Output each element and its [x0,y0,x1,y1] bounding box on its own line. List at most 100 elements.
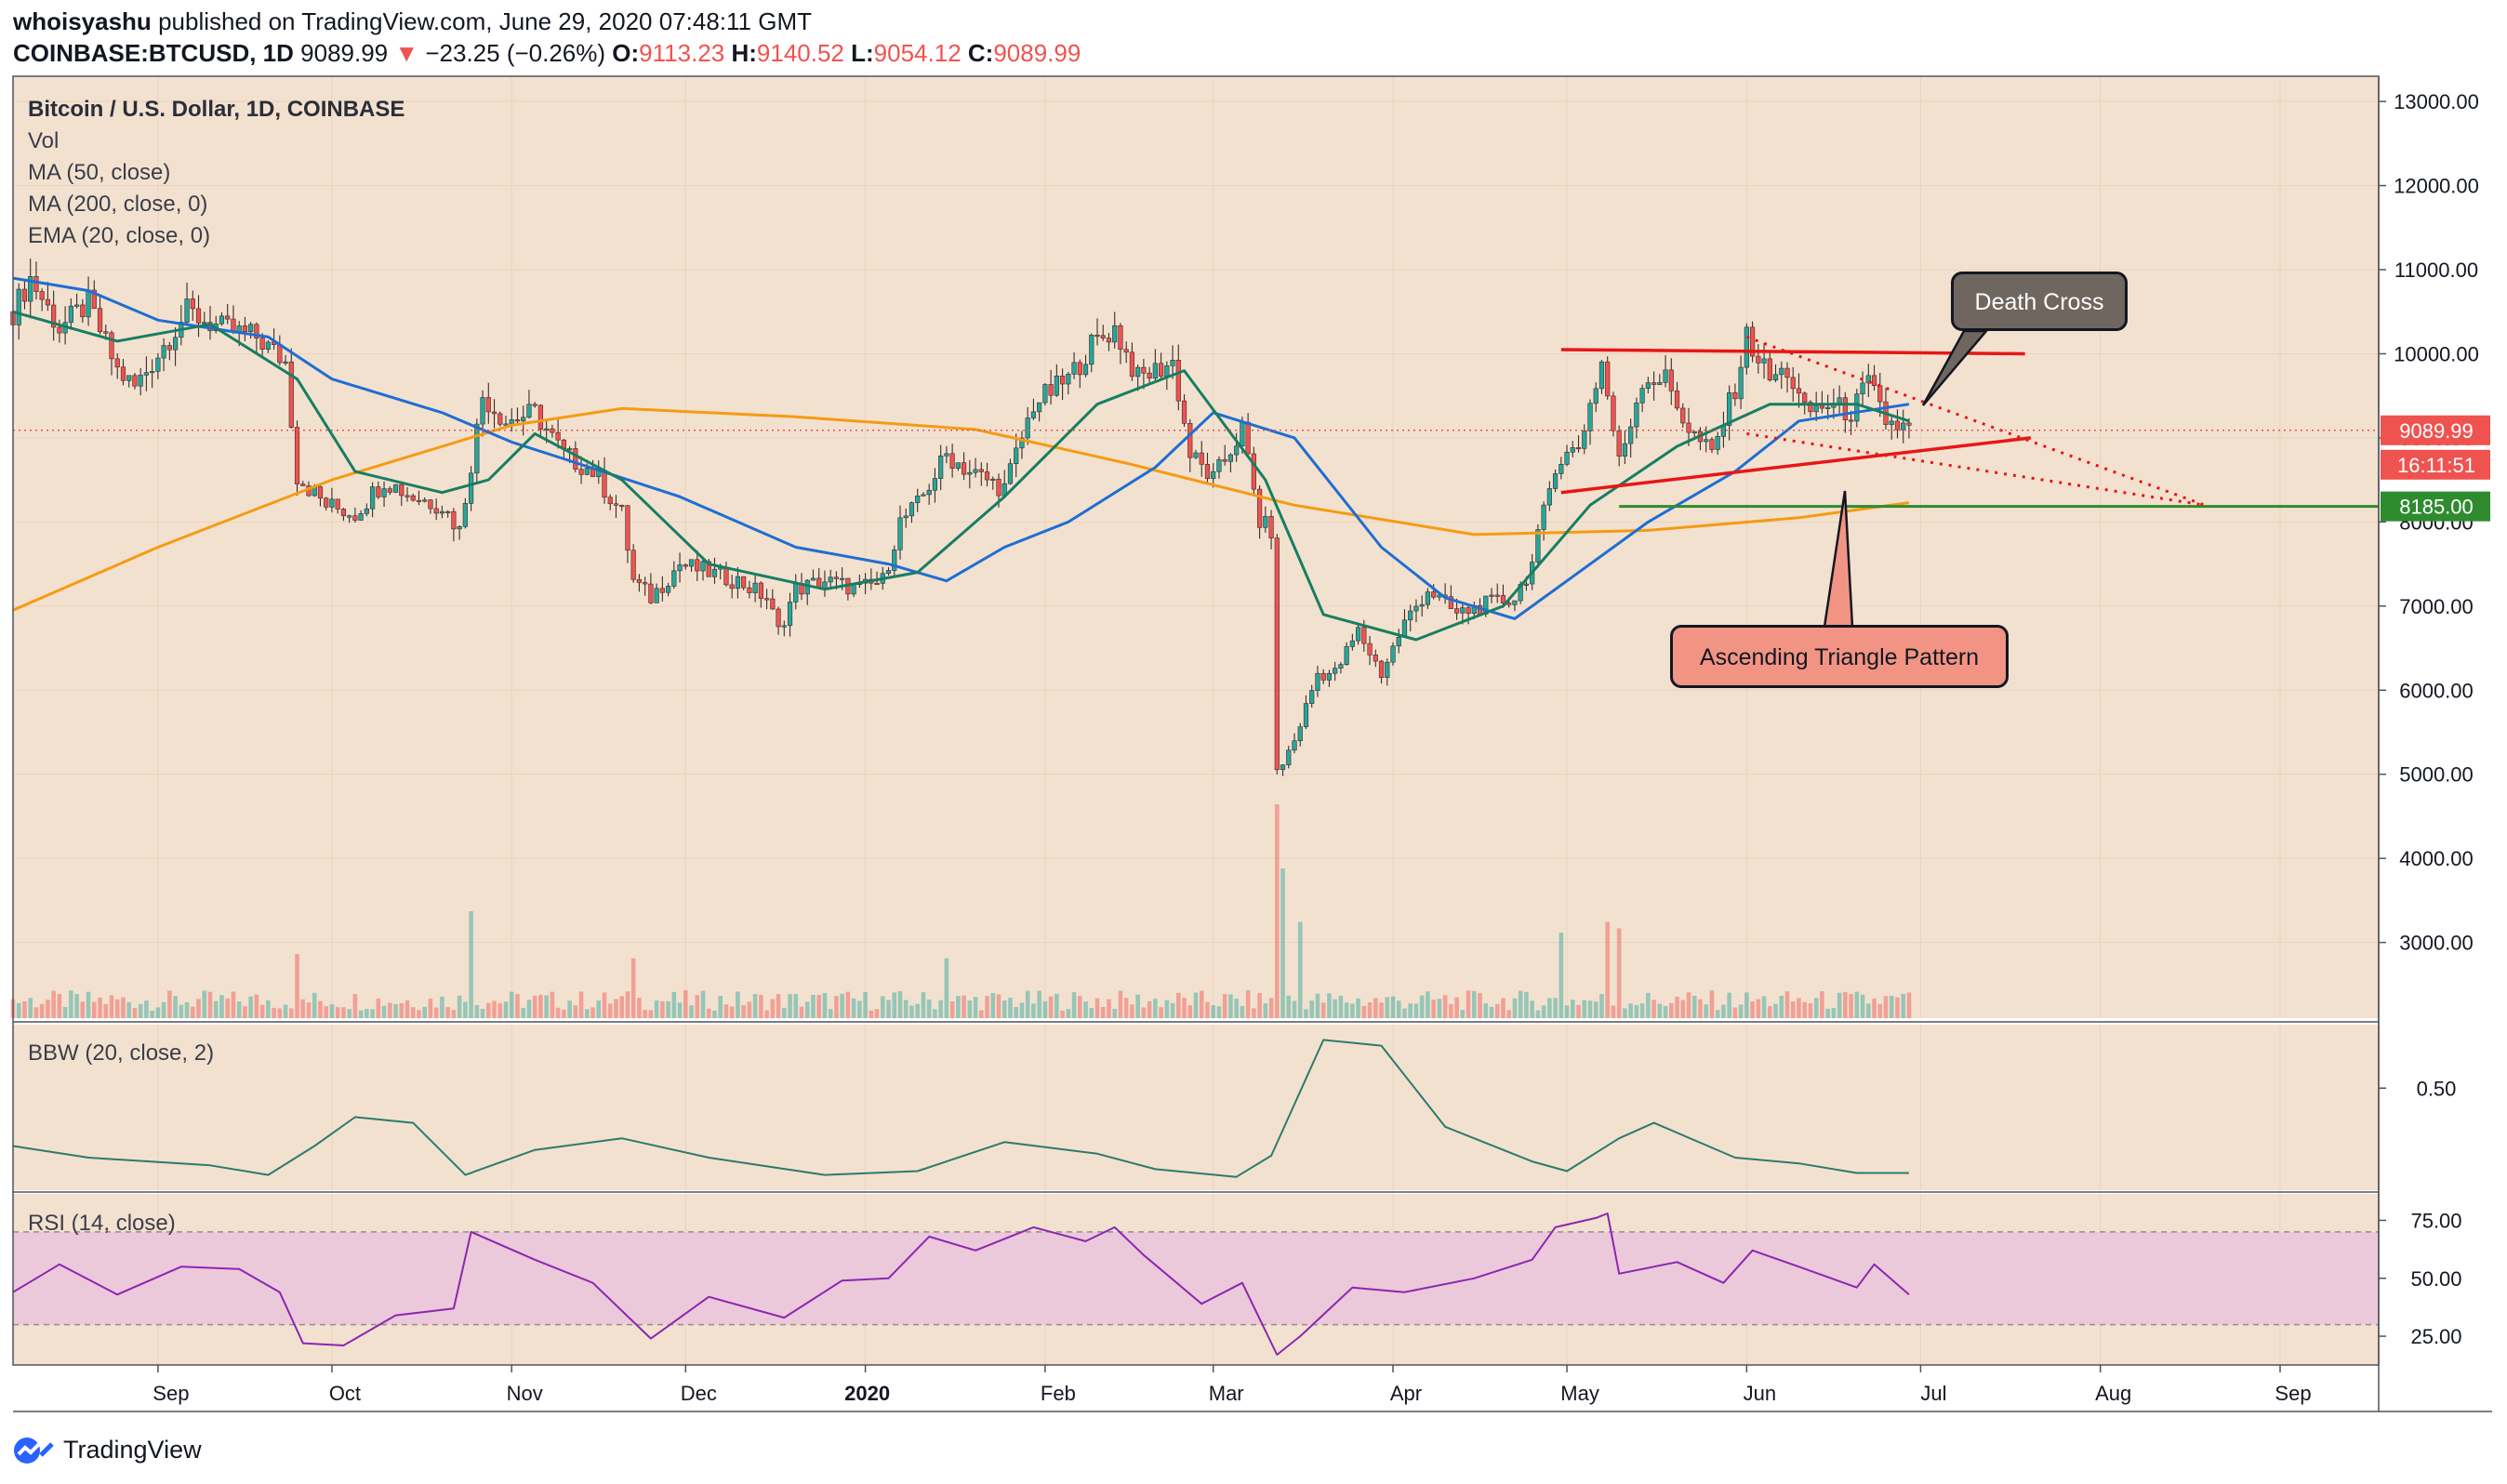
volume-bar [1153,999,1158,1018]
tradingview-brand: TradingView [63,1436,202,1464]
publish-info: whoisyashu published on TradingView.com,… [13,7,812,36]
candle-body [695,559,700,572]
candle-body [1860,382,1865,394]
candle-body [1240,421,1245,447]
legend-title[interactable]: Bitcoin / U.S. Dollar, 1D, COINBASE [28,97,405,122]
candle-body [503,423,509,426]
volume-bar [1808,1002,1813,1018]
volume-bar [335,1007,340,1018]
open-value: 9113.23 [639,39,725,67]
volume-bar [1675,996,1679,1018]
candle-body [840,577,845,580]
volume-bar [1489,1006,1494,1018]
legend-ma50[interactable]: MA (50, close) [28,160,171,185]
x-tick-label: Dec [681,1382,717,1405]
candle-body [1199,452,1204,465]
volume-bar [781,1007,787,1018]
candle-body [468,472,474,504]
volume-bar [874,1009,880,1018]
symbol-label: COINBASE:BTCUSD, 1D [13,39,294,67]
candle-body [1059,376,1066,385]
volume-bar [671,991,677,1018]
volume-bar [1454,997,1459,1018]
volume-bar [828,1009,833,1018]
volume-bar [567,1000,572,1018]
volume-bar [1524,991,1529,1018]
volume-bar [1837,992,1842,1018]
candle-body [1784,367,1790,378]
tradingview-logo[interactable]: TradingView [13,1436,202,1464]
pane-background-2 [13,1025,2379,1190]
volume-bar [967,1000,973,1018]
candle-body [509,419,514,425]
ma50-line [12,276,1910,620]
volume-bar [1228,994,1233,1018]
candle-body [1802,392,1808,403]
volume-bar [1066,1009,1071,1018]
candle-body [1622,443,1628,457]
volume-bar [433,1007,439,1018]
volume-bar [219,995,224,1018]
volume-bar [300,999,306,1018]
candle-body [532,404,537,406]
candle-body [1767,358,1772,381]
legend-bbw[interactable]: BBW (20, close, 2) [28,1040,215,1066]
volume-bar [393,1003,398,1018]
volume-bar [103,1003,109,1018]
candle-body [294,427,300,484]
volume-bar [949,1001,955,1018]
volume-bar [144,1000,149,1018]
volume-bar [1413,1003,1419,1018]
legend-rsi[interactable]: RSI (14, close) [28,1211,176,1236]
volume-bar [451,1010,457,1018]
volume-bar [544,995,549,1018]
volume-bar [329,1004,335,1018]
candle-body [1326,672,1333,681]
volume-bar [1379,1002,1384,1018]
legend-ma200[interactable]: MA (200, close, 0) [28,192,208,217]
candle-body [1118,325,1123,351]
candle-body [1211,470,1216,480]
volume-bar [1182,997,1187,1018]
volume-bar [643,1009,647,1018]
volume-bar [1094,998,1100,1018]
candle-body [155,357,161,372]
candle-body [195,308,202,324]
candle-body [776,608,781,628]
candle-body [45,298,51,306]
volume-bar [1164,1000,1170,1018]
candle-body [259,338,265,350]
candle-body [1448,596,1453,609]
y-tick-label: 13000.00 [2394,90,2479,113]
author-name[interactable]: whoisyashu [13,7,152,35]
volume-bar [1216,1006,1222,1018]
candle-body [763,598,770,601]
x-tick-label: Sep [153,1382,189,1405]
volume-bar [1268,998,1274,1018]
candle-body [1152,363,1158,379]
candle-body [1268,515,1274,538]
legend-volume[interactable]: Vol [28,128,60,153]
candle-body [1657,382,1663,385]
candle-body [961,462,967,475]
candle-body [1054,376,1059,396]
candle-body [1761,358,1767,364]
volume-bar [1582,1000,1587,1018]
volume-bar [1611,1005,1616,1018]
volume-bar [288,1008,294,1018]
death-cross-callout[interactable]: Death Cross [1951,272,2128,331]
low-value: 9054.12 [873,39,962,67]
candle-body [921,494,926,497]
candle-body [1245,421,1251,455]
volume-bar [405,1000,410,1018]
candle-body [1535,529,1541,563]
candle-body [1837,397,1842,404]
ascending-triangle-callout[interactable]: Ascending Triangle Pattern [1670,625,2009,688]
candle-body [1042,384,1048,404]
legend-ema20[interactable]: EMA (20, close, 0) [28,223,211,248]
volume-bar [155,1007,161,1018]
volume-bar [497,1003,503,1018]
volume-bar [1014,1007,1019,1018]
candle-body [1251,453,1256,490]
